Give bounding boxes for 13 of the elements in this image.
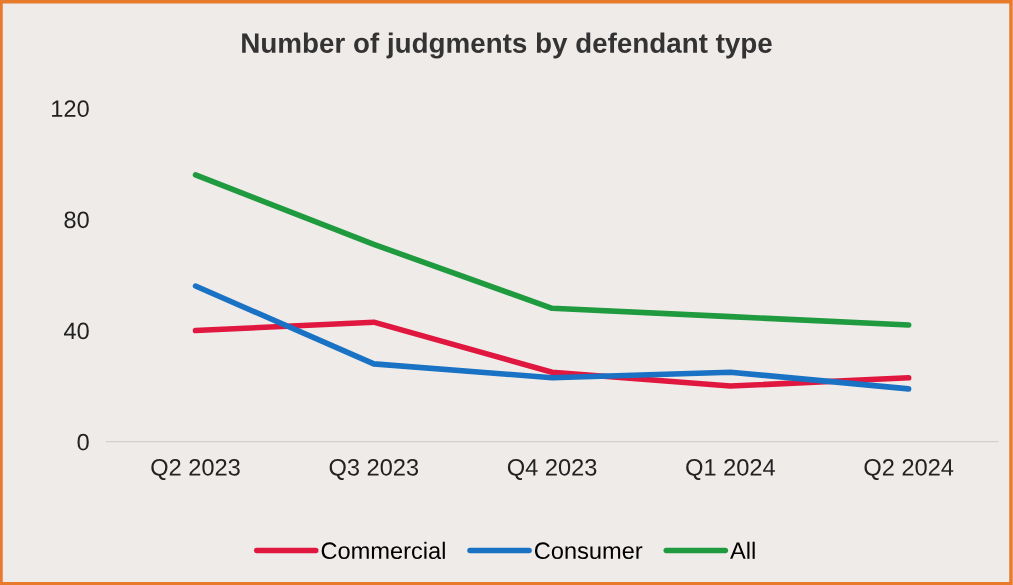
y-tick-label: 120: [52, 100, 89, 118]
x-tick-label: Q2 2023: [151, 458, 240, 480]
legend-label: Commercial: [321, 541, 445, 560]
x-tick-label: Q2 2024: [864, 458, 954, 480]
x-tick-label: Q4 2023: [507, 458, 597, 480]
x-tick-label: Q3 2023: [329, 458, 419, 480]
chart-title: Number of judgments by defendant type: [242, 32, 772, 59]
y-tick-label: 40: [63, 322, 89, 340]
y-tick-label: 80: [64, 211, 89, 229]
x-tick-label: Q1 2024: [686, 458, 775, 480]
legend-label: All: [730, 541, 755, 559]
y-tick-label: 0: [77, 433, 89, 451]
legend-label: Consumer: [534, 542, 643, 560]
